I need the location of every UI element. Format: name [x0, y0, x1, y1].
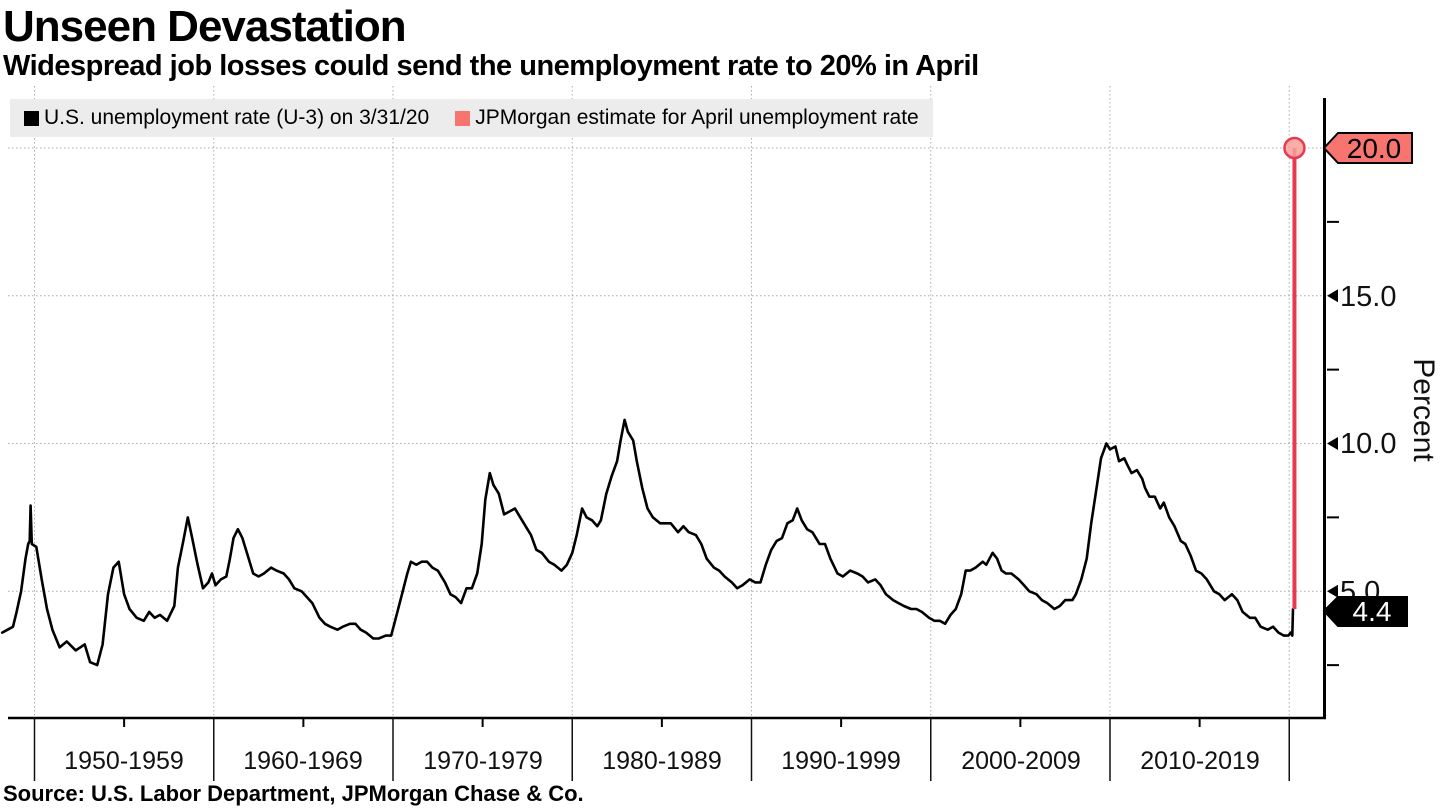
legend-item-actual: U.S. unemployment rate (U-3) on 3/31/20 [24, 106, 429, 130]
page-subtitle: Widespread job losses could send the une… [3, 50, 979, 82]
y-major-tick-arrow-icon [1327, 289, 1338, 303]
estimate-badge-label: 20.0 [1347, 133, 1402, 164]
y-major-tick-arrow-icon [1327, 437, 1338, 450]
estimate-marker-circle-icon [1283, 136, 1306, 160]
unemployment-rate-line [0, 418, 1295, 667]
page-title: Unseen Devastation [3, 2, 407, 51]
ticks-group [33, 220, 1339, 781]
estimate-badge-shape [1322, 132, 1413, 164]
legend-item-estimate: JPMorgan estimate for April unemployment… [455, 106, 919, 130]
x-axis-decade-label: 2000-2009 [961, 747, 1081, 775]
x-axis-decade-label: 1950-1959 [64, 747, 184, 775]
x-axis-decade-label: 2010-2019 [1140, 747, 1260, 775]
latest-value-badge-label: 4.4 [1353, 596, 1392, 627]
y-major-tick-arrow-icon [1327, 584, 1338, 598]
legend-label-estimate: JPMorgan estimate for April unemployment… [475, 106, 919, 129]
x-axis-decade-label: 1960-1969 [243, 747, 363, 775]
gridlines-group [8, 86, 1324, 718]
x-axis-decade-label: 1990-1999 [781, 747, 901, 775]
latest-value-badge: 4.4 [1322, 596, 1408, 627]
estimate-badge: 20.0 [1322, 132, 1413, 164]
series-group [0, 136, 1306, 667]
y-axis-title: Percent [1407, 358, 1440, 462]
legend-label-actual: U.S. unemployment rate (U-3) on 3/31/20 [44, 106, 430, 129]
source-attribution: Source: U.S. Labor Department, JPMorgan … [3, 781, 584, 806]
latest-value-badge-shape [1322, 596, 1408, 627]
x-axis-decade-label: 1980-1989 [602, 747, 722, 775]
y-tick-label-10: 10.0 [1340, 428, 1396, 460]
y-tick-label-15: 15.0 [1340, 281, 1396, 313]
legend: U.S. unemployment rate (U-3) on 3/31/20 … [10, 99, 933, 137]
red-square-swatch-icon [455, 110, 471, 126]
axes-group [8, 98, 1326, 720]
x-axis-decade-label: 1970-1979 [423, 747, 543, 775]
black-square-swatch-icon [24, 110, 39, 126]
